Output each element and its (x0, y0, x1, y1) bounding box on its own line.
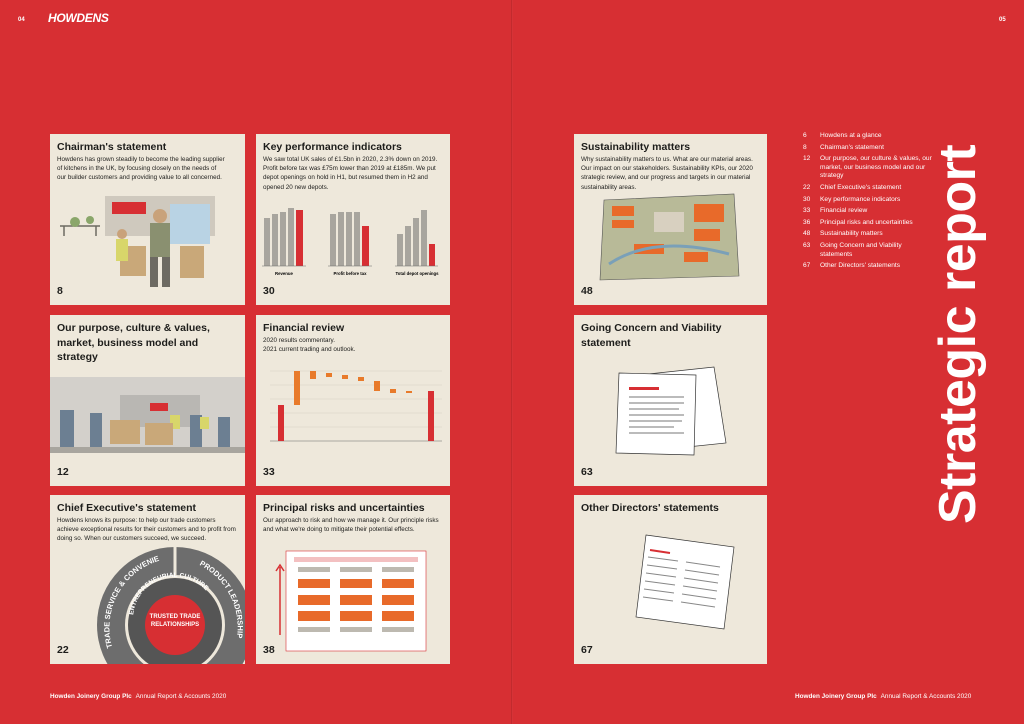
contents-item[interactable]: 30 Key performance indicators (803, 196, 933, 205)
contents-item[interactable]: 8 Chairman's statement (803, 144, 933, 153)
footer-company: Howden Joinery Group Plc (795, 693, 877, 700)
contents-label: Key performance indicators (820, 195, 901, 203)
text-line: 2021 current trading and outlook. (263, 346, 356, 354)
footer-report: Annual Report & Accounts 2020 (135, 693, 227, 700)
diagram: TRADE SERVICE & CONVENIENCE PRODUCT LEAD… (50, 495, 245, 664)
chart-label: Profit before tax (334, 271, 368, 276)
footer: Howden Joinery Group Plc Annual Report & … (795, 693, 971, 700)
card-page: 30 (263, 285, 275, 297)
contents-item[interactable]: 22 Chief Executive's statement (803, 184, 933, 193)
contents-label: Our purpose, our culture & values, our m… (820, 155, 932, 180)
illustration: Revenue Profit before tax Total depot op… (262, 208, 439, 276)
contents-item[interactable]: 67 Other Directors' statements (803, 262, 933, 271)
card-page: 33 (263, 466, 275, 478)
chart-label: Total depot openings (395, 271, 439, 276)
contents-page: 6 (803, 132, 807, 139)
illustration (50, 377, 245, 453)
card[interactable]: Chairman's statement Howdens has grown s… (50, 134, 245, 305)
card-page: 12 (57, 466, 69, 478)
card-title: Chairman's statement (57, 141, 167, 153)
contents-page: 48 (803, 230, 811, 238)
card[interactable]: Revenue Profit before tax Total depot op… (256, 134, 450, 305)
card-title: Sustainability matters (581, 141, 691, 153)
text-line: 2020 results commentary. (263, 337, 335, 344)
card[interactable]: Sustainability matters Why sustainabilit… (574, 134, 767, 305)
card-page: 22 (57, 644, 69, 656)
card-title: Key performance indicators (263, 141, 402, 153)
contents-list: 6 Howdens at a glance 8 Chairman's statemen… (803, 132, 933, 274)
card-text: Howdens has grown steadily to become the… (57, 156, 225, 182)
contents-label: Sustainability matters (820, 230, 883, 238)
illustration (60, 196, 215, 287)
section-title: Strategic report (929, 144, 987, 524)
contents-page: 63 (803, 241, 811, 249)
card-title: Our purpose, culture & values, market, b… (57, 322, 210, 363)
card[interactable]: Other Directors' statements 67 (574, 495, 767, 664)
contents-page: 30 (803, 195, 811, 203)
illustration (599, 193, 740, 281)
contents-item[interactable]: 63 Going Concern and Viability statements (803, 242, 933, 259)
contents-label: Principal risks and uncertainties (820, 218, 913, 226)
card[interactable]: TRADE SERVICE & CONVENIENCE PRODUCT LEAD… (50, 495, 245, 664)
contents-page: 67 (803, 262, 811, 270)
card-title: Principal risks and uncertainties (263, 502, 425, 514)
card-text: Why sustainability matters to us. What a… (581, 156, 753, 191)
card-title: Financial review (263, 322, 345, 334)
contents-page: 33 (803, 207, 811, 215)
illustration (635, 534, 735, 630)
contents-label: Chief Executive's statement (820, 183, 902, 191)
card[interactable]: Principal risks and uncertainties Our ap… (256, 495, 450, 664)
contents-label: Financial review (820, 207, 868, 215)
footer-company: Howden Joinery Group Plc (50, 693, 132, 700)
illustration (615, 366, 727, 456)
chart-label: Revenue (275, 271, 294, 276)
illustration (270, 370, 442, 442)
footer: Howden Joinery Group Plc Annual Report & … (50, 693, 226, 700)
card-page: 67 (581, 644, 593, 656)
contents-item[interactable]: 48 Sustainability matters (803, 230, 933, 239)
card-text: 2020 results commentary. 2021 current tra… (263, 336, 441, 354)
logo: HOWDENS (48, 11, 109, 25)
contents-item[interactable]: 36 Principal risks and uncertainties (803, 219, 933, 228)
contents-label: Going Concern and Viability statements (820, 241, 902, 258)
page-number: 05 (999, 17, 1006, 23)
illustration (275, 550, 427, 652)
card-text: Our approach to risk and how we manage i… (263, 517, 439, 534)
card-page: 63 (581, 466, 593, 478)
card-page: 48 (581, 285, 593, 297)
card[interactable]: Our purpose, culture & values, market, b… (50, 315, 245, 486)
footer-report: Annual Report & Accounts 2020 (880, 693, 972, 700)
page-number: 04 (18, 17, 25, 23)
card[interactable]: Going Concern and Viability statement 63 (574, 315, 767, 486)
contents-item[interactable]: 6 Howdens at a glance (803, 132, 933, 141)
diagram-center: TRUSTED TRADE RELATIONSHIPS (149, 614, 201, 628)
contents-item[interactable]: 33 Financial review (803, 207, 933, 216)
contents-page: 36 (803, 218, 811, 226)
card-page: 8 (57, 285, 63, 297)
card-title: Other Directors' statements (581, 502, 719, 514)
contents-label: Chairman's statement (820, 143, 884, 151)
card-text: We saw total UK sales of £1.5bn in 2020,… (263, 156, 438, 191)
contents-page: 22 (803, 183, 811, 191)
card-title: Going Concern and Viability statement (581, 322, 722, 349)
contents-page: 12 (803, 155, 811, 163)
contents-label: Howdens at a glance (820, 132, 882, 139)
contents-item[interactable]: 12 Our purpose, our culture & values, our… (803, 155, 933, 181)
contents-label: Other Directors' statements (820, 262, 901, 270)
spine (511, 0, 513, 724)
card-title: Chief Executive's statement (57, 502, 197, 514)
card-text: Howdens knows its purpose: to help our t… (57, 517, 236, 543)
card-page: 38 (263, 644, 275, 656)
card[interactable]: Financial review 2020 results commentary… (256, 315, 450, 486)
contents-page: 8 (803, 143, 807, 151)
